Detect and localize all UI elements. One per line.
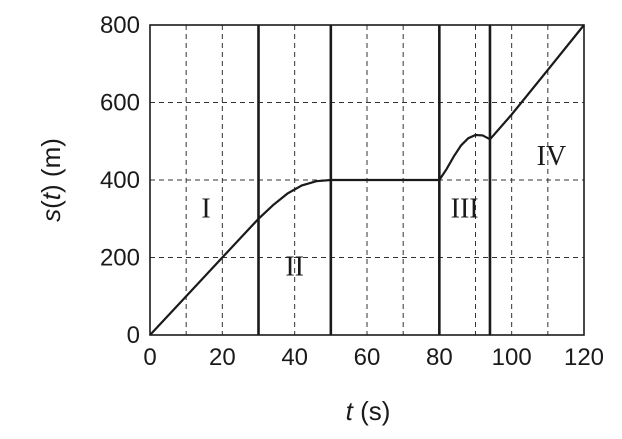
y-axis-paren-open: ( [36,200,66,209]
y-axis-unit: (m) [36,138,66,184]
x-tick-label: 40 [281,344,308,371]
y-tick-label: 800 [100,12,140,39]
x-tick-label: 20 [209,344,236,371]
y-axis-variable: s [36,209,66,222]
y-tick-label: 200 [100,245,140,272]
x-axis-variable: t [346,396,355,426]
y-tick-label: 0 [127,322,140,349]
x-tick-label: 120 [564,344,604,371]
x-axis-title: t (s) [346,396,391,426]
y-tick-label: 400 [100,167,140,194]
series [149,24,585,336]
y-tick-label: 600 [100,90,140,117]
region-label: II [285,252,304,283]
region-label: I [201,193,210,224]
y-tick-labels: 0 200 400 600 800 [100,12,140,349]
region-label: IV [537,141,567,172]
y-axis-paren-close: ) [36,184,66,193]
x-tick-labels: 0 20 40 60 80 100 120 [143,344,604,371]
y-axis-title: s(t) (m) [36,138,66,222]
x-axis-unit: (s) [353,396,391,426]
y-axis-argument: t [36,191,66,200]
x-tick-label: 100 [492,344,532,371]
plot-frame [149,24,585,336]
x-tick-label: 60 [354,344,381,371]
position-curve [149,24,585,336]
x-tick-label: 0 [143,344,156,371]
x-tick-label: 80 [426,344,453,371]
region-label: III [451,193,479,224]
